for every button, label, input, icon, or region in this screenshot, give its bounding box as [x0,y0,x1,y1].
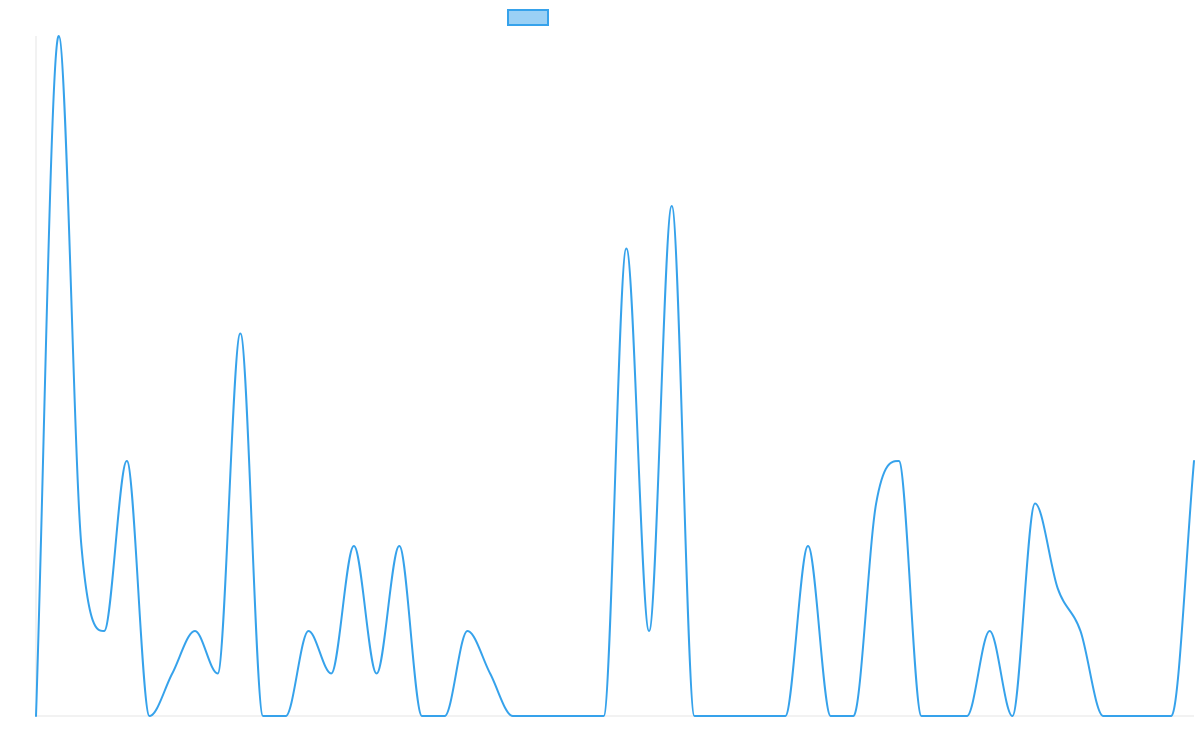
data-point[interactable] [237,331,243,337]
data-point[interactable] [487,671,493,677]
data-point[interactable] [1032,501,1038,507]
data-point[interactable] [464,628,470,634]
data-point[interactable] [124,458,130,464]
data-point[interactable] [192,628,198,634]
data-point[interactable] [873,501,879,507]
data-point[interactable] [896,458,902,464]
data-point[interactable] [305,628,311,634]
data-point[interactable] [260,713,266,719]
data-point[interactable] [328,671,334,677]
data-point[interactable] [760,713,766,719]
data-point[interactable] [669,203,675,209]
data-point[interactable] [691,713,697,719]
data-point[interactable] [601,713,607,719]
data-point[interactable] [828,713,834,719]
data-point[interactable] [646,628,652,634]
data-point[interactable] [987,628,993,634]
data-point[interactable] [1100,713,1106,719]
data-point[interactable] [283,713,289,719]
data-point[interactable] [1168,713,1174,719]
data-point[interactable] [419,713,425,719]
legend [507,9,549,26]
series-line[interactable] [35,35,1195,717]
data-point[interactable] [396,543,402,549]
data-point[interactable] [623,246,629,252]
data-point[interactable] [919,713,925,719]
data-point[interactable] [555,713,561,719]
data-point[interactable] [510,713,516,719]
data-point[interactable] [782,713,788,719]
data-point[interactable] [1123,713,1129,719]
data-point[interactable] [1055,586,1061,592]
data-point[interactable] [215,671,221,677]
data-point[interactable] [169,671,175,677]
data-point[interactable] [442,713,448,719]
data-point[interactable] [374,671,380,677]
data-point[interactable] [578,713,584,719]
data-point[interactable] [351,543,357,549]
data-point[interactable] [1077,628,1083,634]
data-point[interactable] [1191,458,1197,464]
series [33,33,1197,719]
data-point[interactable] [1146,713,1152,719]
data-point[interactable] [941,713,947,719]
data-point[interactable] [964,713,970,719]
data-point[interactable] [737,713,743,719]
data-point[interactable] [533,713,539,719]
axes [35,36,1194,717]
data-point[interactable] [78,543,84,549]
legend-swatch[interactable] [507,9,549,26]
data-point[interactable] [147,713,153,719]
data-point[interactable] [850,713,856,719]
data-point[interactable] [101,628,107,634]
data-point[interactable] [56,33,62,39]
data-point[interactable] [33,713,39,719]
data-point[interactable] [714,713,720,719]
data-point[interactable] [1009,713,1015,719]
data-point[interactable] [805,543,811,549]
